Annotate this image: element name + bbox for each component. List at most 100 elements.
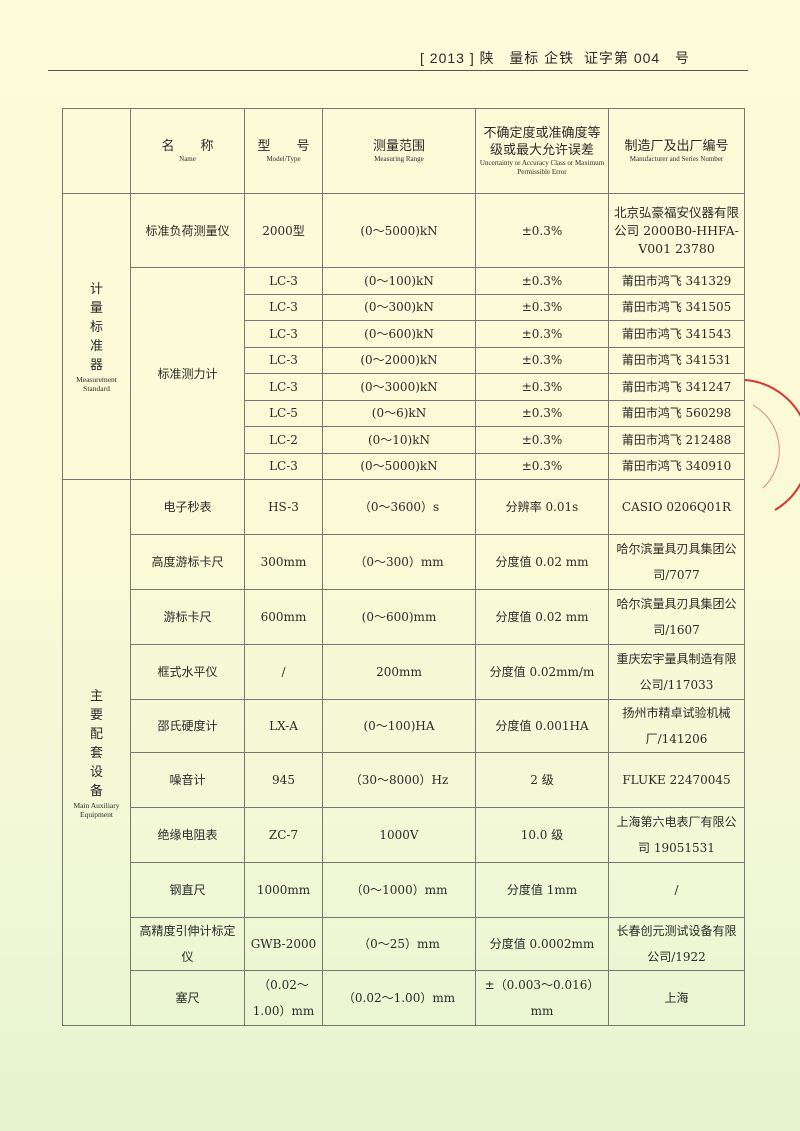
accuracy-cell: ±0.3% [475,320,609,348]
model-cell: 945 [244,752,323,808]
accuracy-cell: 分度值 1mm [475,862,609,918]
col-label: 制造厂及出厂编号 [624,139,729,154]
range-cell: (0～2000)kN [322,346,476,374]
model-cell: GWB-2000 [244,917,323,971]
range-cell: (0～100)HA [322,699,476,753]
table-row: 邵氏硬度计 LX-A (0～100)HA 分度值 0.001HA 扬州市精卓试验机械厂/… [63,699,745,753]
red-seal-stamp [744,379,800,511]
maker-cell: 莆田市鸿飞 341543 [608,320,745,348]
group-equipment: 主要配套设备 Main Auxiliary Equipment [62,479,131,1026]
accuracy-cell: 分度值 0.001HA [475,699,609,753]
group-standard: 计量标准器 Measurement Standard [62,193,131,480]
maker-cell: 莆田市鸿飞 340910 [608,452,745,480]
table-row: LC-3 (0～5000)kN ±0.3% 莆田市鸿飞 340910 [63,452,745,480]
stamp-arc [744,379,800,511]
maker-cell: 长春创元测试设备有限公司/1922 [608,917,745,971]
province: 陕 [479,50,495,66]
range-cell: 1000V [322,807,476,863]
range-cell: (0～300)kN [322,293,476,321]
model-cell: 1000mm [244,862,323,918]
accuracy-cell: ±0.3% [475,293,609,321]
table-row: 高精度引伸计标定仪 GWB-2000 （0～25）mm 分度值 0.0002mm 长春创… [63,917,745,971]
range-cell: (0～5000)kN [322,193,476,268]
accuracy-cell: 2 级 [475,752,609,808]
model-cell: 2000型 [244,193,323,268]
model-cell: （0.02～1.00）mm [244,970,323,1026]
range-cell: (0～5000)kN [322,452,476,480]
group-label: 计量标准器 [89,282,103,373]
range-cell: 200mm [322,644,476,700]
maker-cell: 上海 [608,970,745,1026]
accuracy-cell: ±0.3% [475,399,609,427]
header-rule [48,70,748,71]
model-cell: LC-3 [244,452,323,480]
accuracy-cell: 10.0 级 [475,807,609,863]
col-label: 不确定度或准确度等级或最大允许误差 [483,126,601,158]
col-maker: 制造厂及出厂编号 Manufacturer and Series Number [608,108,745,194]
table-row: 主要配套设备 Main Auxiliary Equipment 电子秒表 HS-3 （0… [62,479,745,1026]
table-row: 塞尺 （0.02～1.00）mm （0.02～1.00）mm ±（0.003～0.01… [63,970,745,1026]
accuracy-cell: ±（0.003～0.016）mm [475,970,609,1026]
name-cell: 游标卡尺 [130,589,245,645]
col-label-en: Model/Type [266,155,301,163]
table-row: 高度游标卡尺 300mm （0～300）mm 分度值 0.02 mm 哈尔滨量具刃具集团… [63,534,745,590]
range-cell: (0～600)kN [322,320,476,348]
model-cell: 600mm [244,589,323,645]
accuracy-cell: ±0.3% [475,426,609,454]
cert-type-1: 量标 [509,50,540,66]
maker-cell: 莆田市鸿飞 341247 [608,373,745,401]
maker-cell: 北京弘豪福安仪器有限公司 2000B0-HHFA-V001 23780 [608,193,745,268]
name-cell: 塞尺 [130,970,245,1026]
table-header: 名 称 Name 型 号 Model/Type 测量范围 Measuring Rang… [62,108,745,194]
name-cell: 框式水平仪 [130,644,245,700]
maker-cell: 莆田市鸿飞 212488 [608,426,745,454]
col-name: 名 称 Name [130,108,245,194]
stamp-inner-arc [752,404,780,489]
col-label-en: Manufacturer and Series Number [629,155,724,163]
range-cell: (0～6)kN [322,399,476,427]
accuracy-cell: ±0.3% [475,452,609,480]
accuracy-cell: 分度值 0.0002mm [475,917,609,971]
range-cell: （0.02～1.00）mm [322,970,476,1026]
accuracy-cell: 分辨率 0.01s [475,479,609,535]
name-cell: 钢直尺 [130,862,245,918]
table-row: 绝缘电阻表 ZC-7 1000V 10.0 级上海第六电表厂有限公司 19051531 [63,807,745,863]
name-cell: 邵氏硬度计 [130,699,245,753]
table-row: LC-3 (0～600)kN ±0.3% 莆田市鸿飞 341543 [63,320,745,348]
accuracy-cell: 分度值 0.02 mm [475,534,609,590]
maker-cell: 上海第六电表厂有限公司 19051531 [608,807,745,863]
col-accuracy: 不确定度或准确度等级或最大允许误差 Uncertainty or Accuracy… [475,108,609,194]
model-cell: LC-3 [244,320,323,348]
maker-cell: 重庆宏宇量具制造有限公司/117033 [608,644,745,700]
name-cell: 高度游标卡尺 [130,534,245,590]
range-cell: (0～3000)kN [322,373,476,401]
name-cell: 电子秒表 [130,479,245,535]
model-cell: LC-3 [244,293,323,321]
table-row: LC-3 (0～3000)kN ±0.3% 莆田市鸿飞 341247 [63,373,745,401]
equipment-table: 名 称 Name 型 号 Model/Type 测量范围 Measuring Rang… [62,108,745,1026]
cert-type-2: 企铁 [544,50,575,66]
accuracy-cell: 分度值 0.02mm/m [475,644,609,700]
model-cell: / [244,644,323,700]
name-cell: 噪音计 [130,752,245,808]
accuracy-cell: ±0.3% [475,267,609,295]
maker-cell: 莆田市鸿飞 560298 [608,399,745,427]
maker-cell: / [608,862,745,918]
cert-suffix: 号 [674,50,690,66]
range-cell: （30～8000）Hz [322,752,476,808]
maker-cell: FLUKE 22470045 [608,752,745,808]
table-row: 游标卡尺 600mm (0～600)mm 分度值 0.02 mm 哈尔滨量具刃具集团公司… [63,589,745,645]
model-cell: 300mm [244,534,323,590]
accuracy-cell: 分度值 0.02 mm [475,589,609,645]
model-cell: LX-A [244,699,323,753]
maker-cell: 莆田市鸿飞 341329 [608,267,745,295]
model-cell: HS-3 [244,479,323,535]
group-label: 主要配套设备 [89,688,103,799]
model-cell: LC-3 [244,373,323,401]
year: [ 2013 ] [420,50,475,66]
model-cell: LC-3 [244,267,323,295]
maker-cell: 莆田市鸿飞 341531 [608,346,745,374]
range-cell: （0～25）mm [322,917,476,971]
model-cell: LC-5 [244,399,323,427]
table-row: 标准测力计 LC-3 (0～100)kN ±0.3% 莆田市鸿飞 341329 [63,267,745,480]
